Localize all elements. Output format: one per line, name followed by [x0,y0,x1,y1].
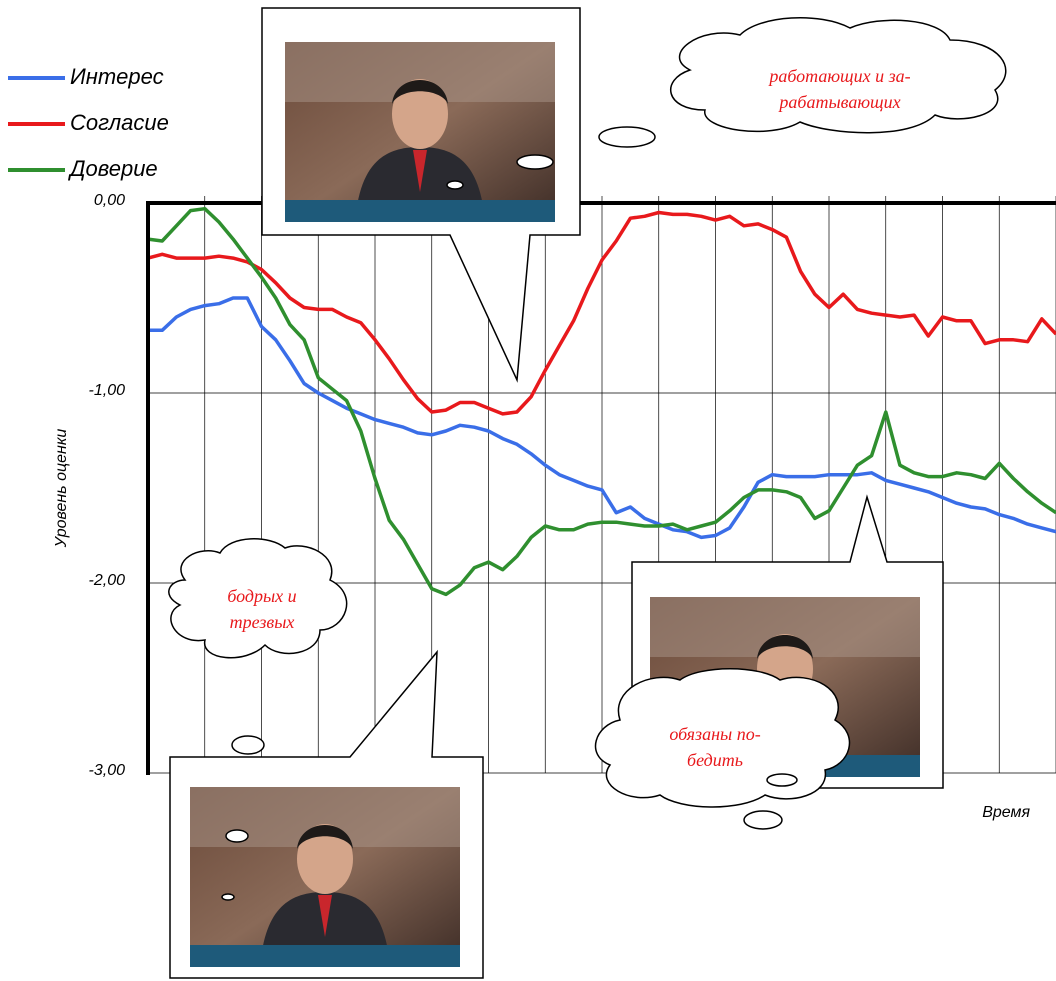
photo [285,42,555,222]
cloud-text: бедить [687,750,743,770]
bubble [231,735,265,755]
series-line [148,296,1056,540]
cloud-text: обязаны по- [669,724,760,744]
x-axis-title: Время [982,804,1030,821]
legend: Интерес Согласие Доверие [8,64,169,181]
cloud-3 [594,668,851,830]
y-tick-label: -3,00 [89,762,126,779]
photo [190,787,460,967]
bubble [766,773,798,787]
bubble [225,829,249,843]
cloud [594,668,851,808]
series-line [147,206,1056,597]
series-line [147,210,1056,416]
cloud-text: бодрых и [227,586,296,606]
y-tick-label: -1,00 [89,382,126,399]
cloud-2 [168,538,348,755]
legend-label: Согласие [70,110,169,135]
cloud-text: работающих и за- [767,66,910,86]
cloud-text: рабатывающих [777,92,900,112]
y-tick-label: 0,00 [94,192,125,209]
cloud [168,538,348,659]
cloud [670,17,1007,134]
y-tick-label: -2,00 [89,572,126,589]
y-axis-title: Уровень оценки [53,429,70,549]
cloud-text: трезвых [230,612,295,632]
bubble [446,180,464,190]
bubble [743,810,783,830]
callout-bottom-left [169,649,484,979]
cloud-1 [598,17,1007,148]
legend-label: Доверие [67,156,158,181]
bubble [598,126,656,148]
bubble [221,893,235,901]
legend-label: Интерес [70,64,164,89]
annotations: работающих и за-рабатывающих бодрых и трез… [227,66,910,770]
callout-top [261,7,581,383]
bubble [516,154,554,170]
